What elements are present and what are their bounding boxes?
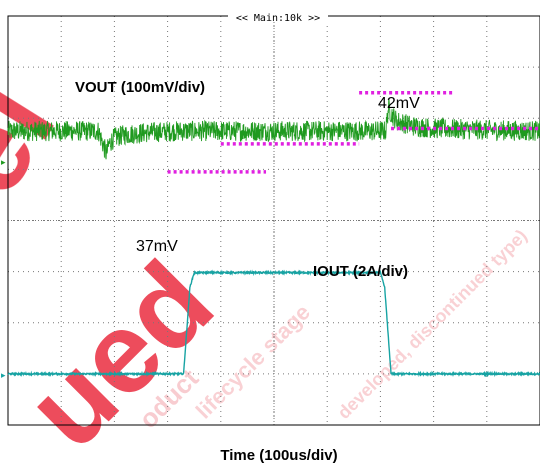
header-label: << Main:10k >> — [236, 13, 320, 24]
measurement-markers — [167, 90, 540, 174]
vout-trace — [7, 99, 540, 160]
watermark-text-2: developed, discontinued type) — [334, 226, 531, 423]
x-axis-label: Time (100us/div) — [220, 447, 337, 464]
traces — [7, 99, 540, 378]
vout-label: VOUT (100mV/div) — [75, 79, 205, 96]
iout-trace — [7, 269, 540, 378]
watermark-text-5: sel — [0, 61, 80, 273]
channel-indicators: ▸ ▸ — [1, 157, 6, 380]
iout-label: IOUT (2A/div) — [313, 263, 408, 280]
ch1-ground-marker: ▸ — [1, 157, 6, 167]
annotation-37mv: 37mV — [136, 238, 178, 255]
annotation-42mv: 42mV — [378, 95, 420, 112]
header-label-box — [228, 11, 328, 22]
ch2-ground-marker: ▸ — [1, 370, 6, 380]
